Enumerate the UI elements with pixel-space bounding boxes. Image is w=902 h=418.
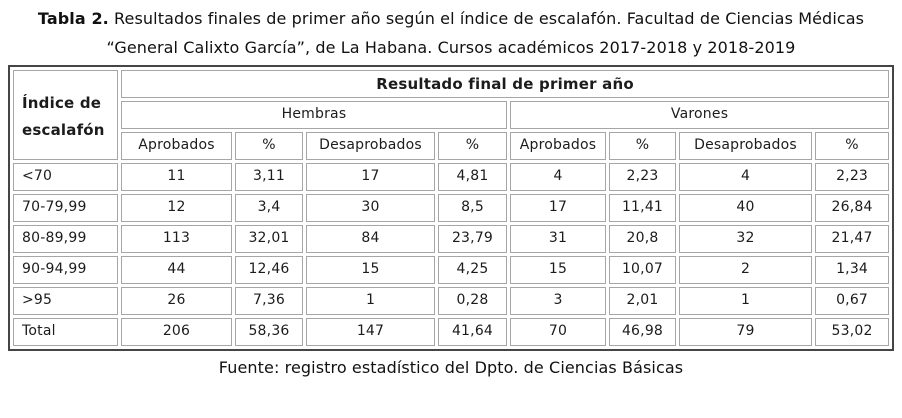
data-cell: 1 xyxy=(306,287,435,315)
data-cell: 58,36 xyxy=(235,318,303,346)
table-row: >95 26 7,36 1 0,28 3 2,01 1 0,67 xyxy=(13,287,890,315)
data-cell: 0,67 xyxy=(815,287,890,315)
data-cell: 2,23 xyxy=(609,163,676,191)
row-label: 80-89,99 xyxy=(13,225,118,253)
source-note: Fuente: registro estadístico del Dpto. d… xyxy=(218,358,684,377)
sub-header-varones-pct: % xyxy=(815,132,890,160)
top-header: Resultado final de primer año xyxy=(121,70,890,98)
data-cell: 3,11 xyxy=(235,163,303,191)
table-caption-text: Resultados finales de primer año según e… xyxy=(106,9,865,57)
data-cell: 21,47 xyxy=(815,225,890,253)
sub-header-varones-pct: % xyxy=(609,132,676,160)
group-header-hembras: Hembras xyxy=(121,101,507,129)
row-label: 90-94,99 xyxy=(13,256,118,284)
data-cell: 206 xyxy=(121,318,232,346)
data-cell: 31 xyxy=(510,225,606,253)
data-cell: 10,07 xyxy=(609,256,676,284)
sub-header-hembras-aprobados: Aprobados xyxy=(121,132,232,160)
data-cell: 30 xyxy=(306,194,435,222)
data-cell: 44 xyxy=(121,256,232,284)
header-row-columns: Aprobados% Desaprobados% Aprobados% Desapro… xyxy=(13,132,890,160)
table-row: <70 11 3,11 17 4,81 4 2,23 4 2,23 xyxy=(13,163,890,191)
table-caption: Tabla 2. Resultados finales de primer añ… xyxy=(18,4,884,62)
results-table: Índice de escalafón Resultado final de p… xyxy=(8,65,895,351)
data-cell: 17 xyxy=(306,163,435,191)
data-cell: 46,98 xyxy=(609,318,676,346)
data-cell: 8,5 xyxy=(438,194,507,222)
row-label: <70 xyxy=(13,163,118,191)
data-cell: 26,84 xyxy=(815,194,890,222)
header-row-top: Índice de escalafón Resultado final de p… xyxy=(13,70,890,160)
row-label: Total xyxy=(13,318,118,346)
table-row: 80-89,99 113 32,01 84 23,79 31 20,8 32 21,47 xyxy=(13,225,890,253)
data-cell: 11 xyxy=(121,163,232,191)
data-cell: 15 xyxy=(306,256,435,284)
table-caption-number: Tabla 2. xyxy=(37,9,109,28)
data-cell: 3 xyxy=(510,287,606,315)
row-header-title: Índice de escalafón xyxy=(13,70,118,160)
data-cell: 7,36 xyxy=(235,287,303,315)
data-cell: 113 xyxy=(121,225,232,253)
data-cell: 12 xyxy=(121,194,232,222)
sub-header-varones-aprobados: Aprobados xyxy=(510,132,606,160)
row-label: >95 xyxy=(13,287,118,315)
data-cell: 70 xyxy=(510,318,606,346)
header-row-groups: Hembras Varones xyxy=(13,101,890,129)
data-cell: 3,4 xyxy=(235,194,303,222)
data-cell: 2,23 xyxy=(815,163,890,191)
sub-header-varones-desaprobados: Desaprobados xyxy=(679,132,812,160)
data-cell: 26 xyxy=(121,287,232,315)
data-cell: 4,81 xyxy=(438,163,507,191)
page: Tabla 2. Resultados finales de primer añ… xyxy=(0,4,902,377)
data-cell: 32,01 xyxy=(235,225,303,253)
data-cell: 23,79 xyxy=(438,225,507,253)
sub-header-hembras-pct: % xyxy=(235,132,303,160)
data-cell: 1,34 xyxy=(815,256,890,284)
table-row: 90-94,99 44 12,46 15 4,25 15 10,07 2 1,34 xyxy=(13,256,890,284)
table-row: Total 206 58,36 147 41,64 70 46,98 79 53,02 xyxy=(13,318,890,346)
data-cell: 15 xyxy=(510,256,606,284)
sub-header-hembras-pct: % xyxy=(438,132,507,160)
data-cell: 53,02 xyxy=(815,318,890,346)
data-cell: 11,41 xyxy=(609,194,676,222)
data-cell: 79 xyxy=(679,318,812,346)
table-row: 70-79,99 12 3,4 30 8,5 17 11,41 40 26,84 xyxy=(13,194,890,222)
row-label: 70-79,99 xyxy=(13,194,118,222)
data-cell: 147 xyxy=(306,318,435,346)
data-cell: 2,01 xyxy=(609,287,676,315)
data-cell: 1 xyxy=(679,287,812,315)
sub-header-hembras-desaprobados: Desaprobados xyxy=(306,132,435,160)
group-header-varones: Varones xyxy=(510,101,890,129)
data-cell: 20,8 xyxy=(609,225,676,253)
data-cell: 2 xyxy=(679,256,812,284)
data-cell: 4,25 xyxy=(438,256,507,284)
data-cell: 40 xyxy=(679,194,812,222)
data-cell: 4 xyxy=(679,163,812,191)
data-cell: 84 xyxy=(306,225,435,253)
data-cell: 17 xyxy=(510,194,606,222)
data-cell: 41,64 xyxy=(438,318,507,346)
data-cell: 4 xyxy=(510,163,606,191)
data-cell: 12,46 xyxy=(235,256,303,284)
data-cell: 0,28 xyxy=(438,287,507,315)
data-cell: 32 xyxy=(679,225,812,253)
